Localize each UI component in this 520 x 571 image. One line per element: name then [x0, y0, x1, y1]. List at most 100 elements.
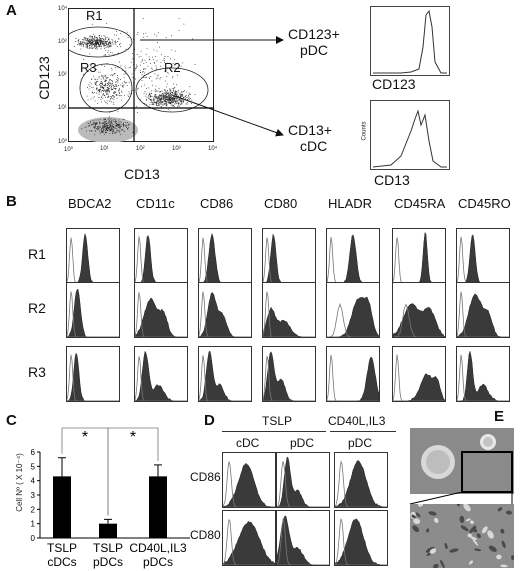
- panel-d-histogram-svg: [335, 518, 387, 565]
- dot-plot-x-tick: 10²: [136, 146, 145, 152]
- micrograph-low-mag-svg: [410, 428, 514, 494]
- cell-blob: [415, 512, 421, 518]
- gate-r2: [135, 67, 209, 113]
- panel-d-column-label: pDC: [290, 436, 315, 450]
- histogram-cell: [134, 346, 188, 402]
- histogram-cell: [456, 282, 510, 338]
- panel-d-column-label: cDC: [236, 436, 260, 450]
- significance-star: *: [130, 429, 136, 446]
- cell-blob: [467, 533, 472, 538]
- cell-blob: [463, 504, 471, 512]
- cell-blob: [412, 525, 420, 533]
- gate-r1: [68, 26, 133, 58]
- panel-d-histogram-svg: [223, 518, 275, 565]
- dot-plot-x-tick: 10³: [172, 146, 181, 152]
- dot-plot-x-tick: 10⁰: [64, 147, 74, 153]
- histogram-cell-svg: [457, 350, 509, 401]
- gate-row-label: R1: [28, 246, 46, 262]
- callout-cdc-line1: CD13+: [288, 122, 332, 138]
- gate-r3: [79, 63, 133, 113]
- y-tick-label: 5: [31, 462, 36, 471]
- panel-d-group-cd40l: CD40L,IL3: [328, 414, 386, 428]
- cell-blob: [465, 518, 471, 522]
- category-label: pDCs: [93, 555, 123, 569]
- panel-b-letter: B: [6, 193, 17, 210]
- histogram-cd13-xlabel: CD13: [374, 172, 410, 188]
- panel-d-histogram-cell: [334, 452, 388, 508]
- histogram-cell: [326, 346, 380, 402]
- histogram-cell: [326, 228, 380, 284]
- histogram-cell-svg: [67, 288, 119, 337]
- gate-r2-label: R2: [164, 60, 181, 75]
- histogram-cell-svg: [327, 296, 379, 337]
- dot-plot-y-tick: 10⁰: [58, 139, 68, 145]
- histogram-cell: [456, 228, 510, 284]
- histogram-cell: [262, 282, 316, 338]
- histogram-cell-svg: [457, 291, 509, 337]
- histogram-cell: [66, 346, 120, 402]
- panel-d-row-label: CD80: [190, 528, 221, 542]
- marker-header: CD80: [264, 196, 298, 211]
- cell-blob: [511, 555, 514, 561]
- histogram-cell: [198, 228, 252, 284]
- category-label: TSLP: [93, 541, 123, 555]
- histogram-cell-svg: [135, 350, 187, 401]
- y-tick-label: 0: [31, 534, 36, 543]
- y-tick-label: 2: [31, 505, 36, 514]
- panel-a-xlabel: CD13: [124, 166, 160, 182]
- histogram-cell: [262, 346, 316, 402]
- cell-blob: [429, 548, 437, 554]
- histogram-cell: [392, 228, 446, 284]
- category-label: cDCs: [47, 555, 76, 569]
- category-label: TSLP: [47, 541, 77, 555]
- histogram-cell-svg: [199, 291, 251, 337]
- cell-blob: [411, 514, 416, 519]
- callout-pdc-line1: CD123+: [288, 26, 340, 42]
- histogram-cell-svg: [199, 232, 251, 283]
- gate-r1-label: R1: [86, 8, 103, 23]
- gate-row-label: R2: [28, 300, 46, 316]
- y-tick-label: 4: [31, 477, 36, 486]
- dot-plot-y-tick: 10⁴: [58, 6, 68, 12]
- cell-blob: [488, 545, 497, 552]
- panel-d-letter: D: [204, 412, 215, 429]
- cell-blob: [469, 520, 474, 524]
- cell-blob: [469, 536, 477, 541]
- cell-blob: [500, 564, 508, 568]
- panel-d-histogram-cell: [276, 510, 330, 566]
- panel-d-histogram-cell: [222, 510, 276, 566]
- histogram-cell: [66, 228, 120, 284]
- cell-blob: [474, 548, 482, 552]
- cell-blob: [500, 528, 505, 534]
- marker-header: CD86: [200, 196, 234, 211]
- histogram-cell-svg: [393, 231, 445, 283]
- histogram-cell: [392, 282, 446, 338]
- dot-plot-y-tick: 10²: [58, 72, 67, 78]
- histogram-cd123: [370, 6, 450, 76]
- cell-blob: [433, 563, 439, 568]
- gate-row-label: R3: [28, 364, 46, 380]
- cell-blob: [428, 511, 437, 516]
- cell-blob: [472, 538, 479, 546]
- marker-header: CD45RO: [458, 196, 511, 211]
- dot-plot-x-tick: 10¹: [100, 146, 109, 152]
- histogram-cell: [66, 282, 120, 338]
- significance-star: *: [82, 429, 88, 446]
- histogram-cell-svg: [327, 234, 379, 283]
- histogram-cd123-xlabel: CD123: [372, 76, 416, 92]
- histogram-cell-svg: [393, 354, 445, 401]
- micrograph-high-mag-svg: [410, 504, 514, 568]
- panel-e-letter: E: [494, 408, 505, 425]
- bar: [99, 523, 117, 538]
- cell-blob: [449, 548, 459, 553]
- category-label: pDCs: [143, 555, 173, 569]
- cell-blob: [426, 528, 430, 533]
- micrograph-high-mag: [410, 504, 514, 568]
- histogram-cell: [392, 346, 446, 402]
- cell-blob: [506, 510, 512, 515]
- histogram-cell-svg: [263, 291, 315, 337]
- category-label: CD40L,IL3: [129, 541, 187, 555]
- marker-header: HLADR: [328, 196, 373, 211]
- dot-plot-y-tick: 10³: [58, 39, 67, 45]
